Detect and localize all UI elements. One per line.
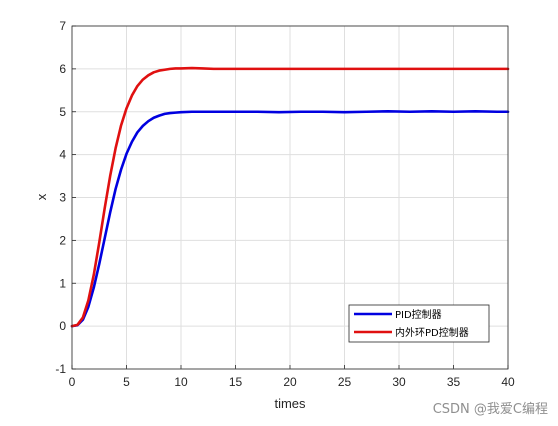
- legend-label-pd: 内外环PD控制器: [395, 326, 469, 339]
- series-layer: [70, 66, 510, 328]
- x-tick-label: 0: [69, 375, 76, 389]
- x-tick-label: 40: [501, 375, 515, 389]
- y-tick-label: -1: [55, 362, 66, 376]
- y-tick-label: 2: [59, 233, 66, 247]
- y-axis-label: x: [34, 193, 49, 200]
- y-tick-label: 7: [59, 19, 66, 33]
- watermark-text: CSDN @我爱C编程: [432, 402, 548, 417]
- legend-label-pid: PID控制器: [395, 308, 442, 321]
- legend-box: [348, 304, 490, 343]
- x-tick-label: 35: [447, 375, 461, 389]
- series-line-0: [70, 110, 510, 328]
- plot-frame: [71, 25, 509, 370]
- x-tick-label: 5: [123, 375, 130, 389]
- y-tick-label: 0: [59, 319, 66, 333]
- x-tick-label: 20: [283, 375, 297, 389]
- y-tick-labels: -1 0 1 2 3 4 5 6 7: [55, 19, 66, 376]
- series-line-1: [70, 66, 510, 328]
- x-tick-label: 10: [174, 375, 188, 389]
- y-tick-label: 3: [59, 191, 66, 205]
- y-tick-label: 1: [59, 276, 66, 290]
- x-axis-label: times: [274, 396, 306, 411]
- x-tick-labels: 0 5 10 15 20 25 30 35 40: [69, 375, 515, 389]
- x-tick-label: 25: [338, 375, 352, 389]
- x-tick-label: 30: [392, 375, 406, 389]
- x-tick-label: 15: [229, 375, 243, 389]
- y-tick-label: 4: [59, 148, 66, 162]
- legend: PID控制器 内外环PD控制器: [348, 304, 490, 343]
- y-tick-label: 6: [59, 62, 66, 76]
- y-tick-label: 5: [59, 105, 66, 119]
